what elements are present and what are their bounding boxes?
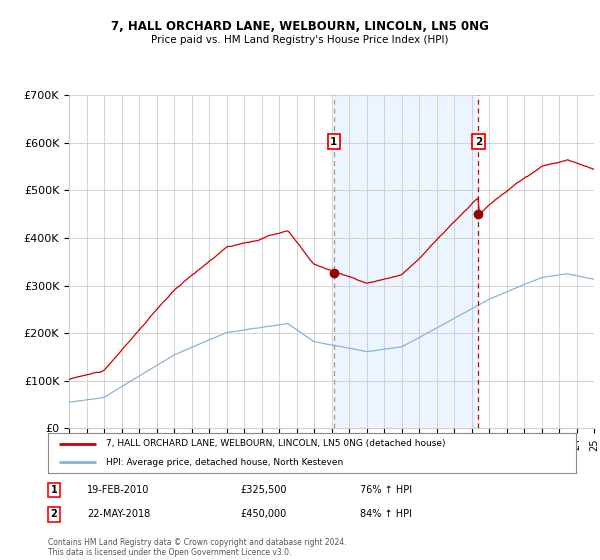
Text: HPI: Average price, detached house, North Kesteven: HPI: Average price, detached house, Nort… <box>106 458 343 467</box>
Text: £325,500: £325,500 <box>240 485 287 495</box>
Text: 1: 1 <box>330 137 337 147</box>
Text: 19-FEB-2010: 19-FEB-2010 <box>87 485 149 495</box>
Text: 1: 1 <box>50 485 58 495</box>
Text: Price paid vs. HM Land Registry's House Price Index (HPI): Price paid vs. HM Land Registry's House … <box>151 35 449 45</box>
Text: 2: 2 <box>475 137 482 147</box>
Text: £450,000: £450,000 <box>240 509 286 519</box>
Text: 84% ↑ HPI: 84% ↑ HPI <box>360 509 412 519</box>
Text: 22-MAY-2018: 22-MAY-2018 <box>87 509 150 519</box>
Text: Contains HM Land Registry data © Crown copyright and database right 2024.
This d: Contains HM Land Registry data © Crown c… <box>48 538 347 557</box>
Text: 7, HALL ORCHARD LANE, WELBOURN, LINCOLN, LN5 0NG: 7, HALL ORCHARD LANE, WELBOURN, LINCOLN,… <box>111 20 489 32</box>
Text: 2: 2 <box>50 509 58 519</box>
Text: 7, HALL ORCHARD LANE, WELBOURN, LINCOLN, LN5 0NG (detached house): 7, HALL ORCHARD LANE, WELBOURN, LINCOLN,… <box>106 439 446 448</box>
Bar <box>334 95 478 428</box>
Text: 76% ↑ HPI: 76% ↑ HPI <box>360 485 412 495</box>
